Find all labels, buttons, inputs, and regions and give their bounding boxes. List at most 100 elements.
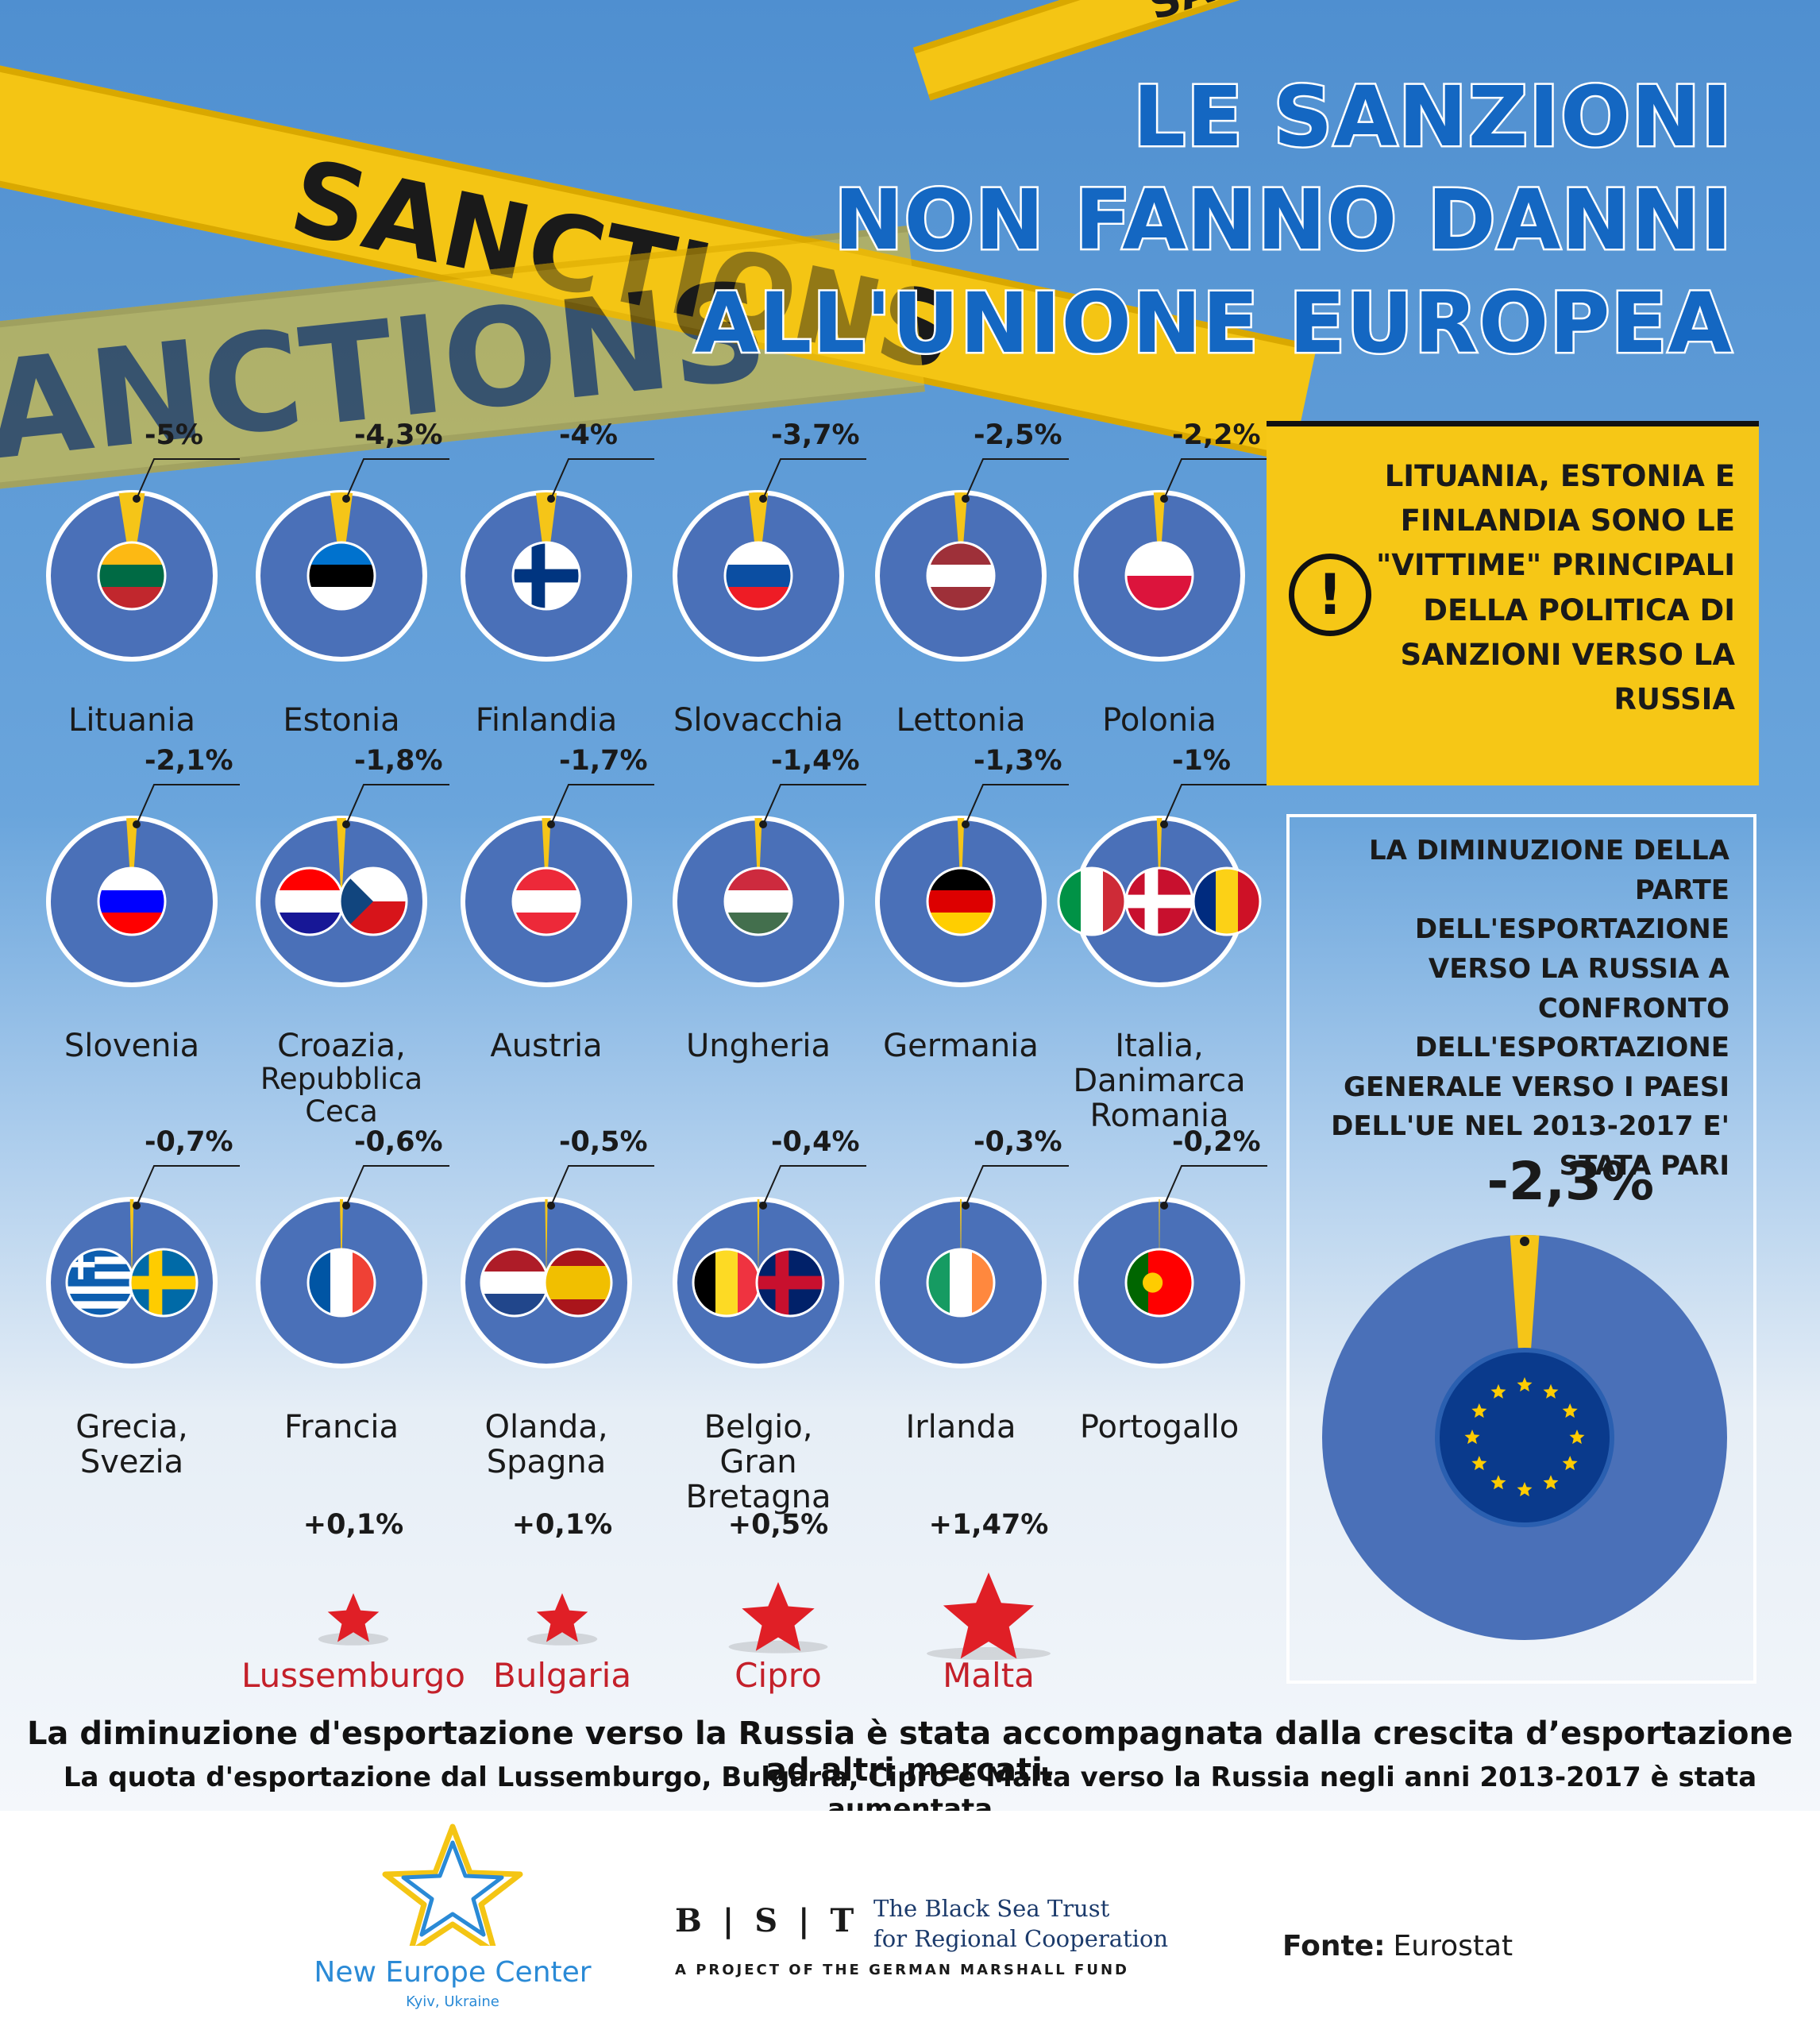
flag-border <box>1124 1248 1194 1318</box>
leader-line <box>965 1165 1069 1206</box>
eu-value-label: -2,3% <box>1486 1151 1654 1212</box>
pct-label: -1% <box>1172 745 1231 777</box>
warning-icon: ! <box>1289 554 1371 636</box>
flag-border <box>97 541 167 611</box>
country-name-line: Irlanda <box>905 1409 1016 1445</box>
pct-label: -5% <box>145 419 203 451</box>
leader-line <box>550 1165 654 1206</box>
bst-letters: B | S | T <box>675 1902 859 1939</box>
country-name-line: Francia <box>283 1409 399 1445</box>
nec-city: Kyiv, Ukraine <box>406 1993 499 2010</box>
leader-line <box>550 458 654 500</box>
star-shadow <box>927 1647 1051 1660</box>
source: Fonte: Eurostat <box>1282 1930 1513 1962</box>
pct-label: -4% <box>559 419 618 451</box>
country-pie <box>461 458 654 662</box>
eu-star-icon <box>1471 1403 1487 1418</box>
country-name-line: Olanda, <box>484 1409 608 1445</box>
country-name-line: Belgio, <box>704 1409 813 1445</box>
flag-border <box>307 541 376 611</box>
callout-text: LITUANIA, ESTONIA E FINLANDIA SONO LE "V… <box>1376 459 1735 717</box>
flag-gb <box>757 1249 823 1316</box>
gain-star-icon <box>943 1573 1035 1659</box>
pie-slice <box>118 492 145 576</box>
gain-pct: +0,1% <box>511 1509 613 1541</box>
gain-pct: +0,5% <box>727 1509 829 1541</box>
victims-callout: ! LITUANIA, ESTONIA E FINLANDIA SONO LE … <box>1267 421 1759 785</box>
country-pie <box>46 784 240 987</box>
country-name: Irlanda <box>854 1410 1068 1445</box>
flag-border <box>755 1248 825 1318</box>
star-shadow <box>318 1632 389 1646</box>
bst-project: A PROJECT OF THE GERMAN MARSHALL FUND <box>675 1962 1129 1978</box>
eu-star-icon <box>1562 1456 1578 1471</box>
eu-leader-dot <box>1520 1237 1529 1246</box>
country-name: Lituania <box>25 703 239 738</box>
eu-star-icon <box>1569 1430 1585 1445</box>
pct-label: -0,6% <box>354 1126 443 1158</box>
country-name: Portogallo <box>1052 1410 1267 1445</box>
eu-star-icon <box>1471 1456 1487 1471</box>
flag-border <box>511 866 581 936</box>
country-name: Slovenia <box>25 1028 239 1063</box>
country-name: Grecia, Svezia <box>25 1410 239 1480</box>
country-name: Olanda, Spagna <box>439 1410 654 1480</box>
country-name-line: Lettonia <box>896 702 1026 739</box>
country-name-sub: Danimarca Romania <box>1073 1063 1246 1134</box>
bst-line-1: The Black Sea Trust <box>873 1895 1110 1922</box>
eu-pie <box>1322 1235 1727 1640</box>
eu-star-icon <box>1490 1383 1506 1399</box>
country-name: Italia, Danimarca Romania <box>1052 1028 1267 1133</box>
eu-star-icon <box>1543 1383 1559 1399</box>
pct-label: -1,7% <box>559 745 648 777</box>
country-name-sub: Gran Bretagna <box>685 1444 831 1515</box>
gain-star-icon <box>536 1593 588 1642</box>
flag-border <box>338 866 408 936</box>
leader-line <box>1163 784 1267 825</box>
flag-se <box>130 1249 197 1316</box>
new-europe-center-star-logo <box>382 1823 523 1946</box>
eu-star-icon <box>1464 1430 1480 1445</box>
gain-country: Cipro <box>735 1656 822 1695</box>
gain-country: Lussemburgo <box>241 1656 465 1695</box>
country-name: Germania <box>854 1028 1068 1063</box>
leader-line <box>136 784 240 825</box>
leader-line <box>1163 458 1267 500</box>
eu-star-icon <box>1517 1377 1533 1392</box>
leader-line <box>1163 1165 1267 1206</box>
pct-label: -1,8% <box>354 745 443 777</box>
flag-fi <box>513 542 580 609</box>
bst-full-name: The Black Sea Trust for Regional Coopera… <box>873 1894 1175 1954</box>
country-name-line: Germania <box>883 1028 1039 1064</box>
pie-slice <box>337 817 346 901</box>
country-pie <box>875 1165 1069 1368</box>
country-name-line: Slovenia <box>64 1028 200 1064</box>
flag-border <box>926 1248 996 1318</box>
eu-star-icon <box>1562 1403 1578 1418</box>
pie-slice <box>330 492 353 576</box>
leader-line <box>345 1165 449 1206</box>
nec-name: New Europe Center <box>314 1956 592 1989</box>
pie-slice <box>960 1199 962 1283</box>
country-name: Francia <box>234 1410 449 1445</box>
country-name: Croazia, Repubblica Ceca <box>234 1028 449 1128</box>
eu-star-icon <box>1543 1475 1559 1490</box>
gain-pct: +1,47% <box>928 1509 1049 1541</box>
pie-slice <box>748 492 769 576</box>
pie-slice <box>545 1199 548 1283</box>
gain-star-icon <box>327 1593 380 1642</box>
source-value: Eurostat <box>1393 1930 1513 1962</box>
country-name: Estonia <box>234 703 449 738</box>
country-name-line: Portogallo <box>1079 1409 1240 1445</box>
country-pie <box>875 784 1069 987</box>
flag-border <box>129 1248 199 1318</box>
country-pie <box>673 458 866 662</box>
country-name: Austria <box>439 1028 654 1063</box>
pie-slice <box>129 1199 134 1283</box>
title-line-2: NON FANNO DANNI <box>832 172 1734 268</box>
pct-label: -4,3% <box>354 419 443 451</box>
eu-star-icon <box>1517 1482 1533 1497</box>
country-name: Finlandia <box>439 703 654 738</box>
pie-slice <box>126 818 137 901</box>
pie-slice <box>1153 492 1166 576</box>
